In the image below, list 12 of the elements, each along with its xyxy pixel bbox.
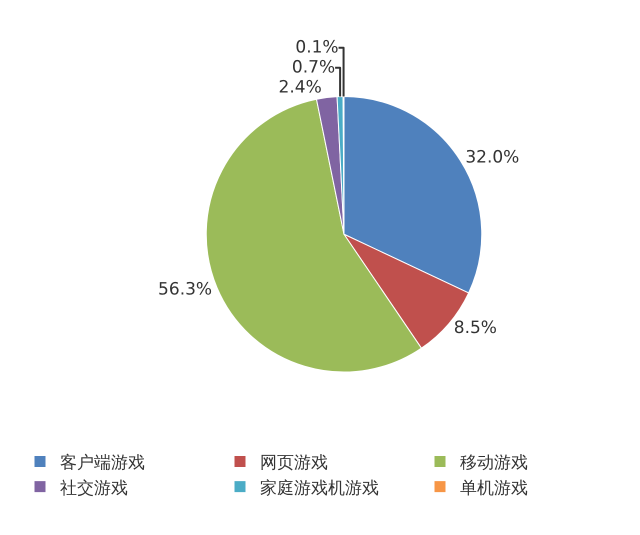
legend-label: 网页游戏 (260, 453, 328, 474)
legend-label: 单机游戏 (460, 478, 528, 498)
data-label: 56.3% (158, 279, 212, 300)
legend-label: 家庭游戏机游戏 (260, 478, 379, 498)
data-label: 8.5% (454, 318, 497, 338)
legend-label: 社交游戏 (60, 478, 128, 498)
data-label: 2.4% (278, 78, 322, 98)
data-label: 0.7% (292, 58, 336, 78)
data-label: 0.1% (295, 38, 339, 58)
legend-label: 移动游戏 (460, 453, 528, 474)
data-label: 32.0% (465, 148, 520, 168)
legend-label: 客户端游戏 (60, 453, 145, 474)
